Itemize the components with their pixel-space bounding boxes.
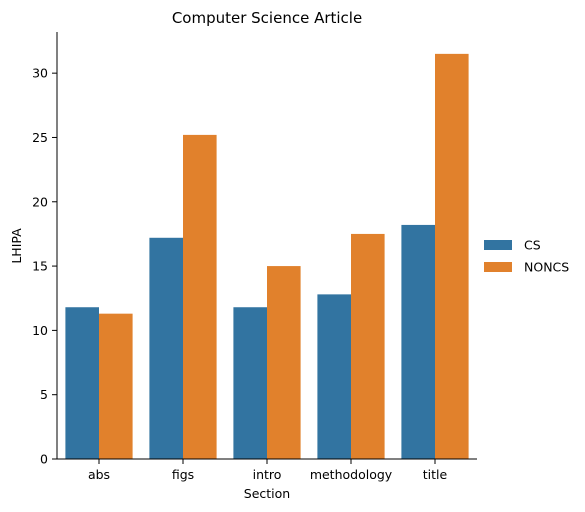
y-ticks-group: 0 5 10 15 20 25 30 bbox=[32, 66, 57, 467]
x-tick-label: title bbox=[423, 467, 448, 482]
y-tick-label: 15 bbox=[32, 259, 48, 274]
bar-cs-abs bbox=[65, 307, 99, 459]
y-tick-label: 20 bbox=[32, 194, 48, 209]
bar-noncs-figs bbox=[183, 134, 217, 459]
legend: CS NONCS bbox=[484, 238, 569, 275]
y-tick-label: 0 bbox=[40, 452, 48, 467]
y-tick-label: 25 bbox=[32, 130, 48, 145]
bar-cs-intro bbox=[233, 307, 267, 459]
chart-title: Computer Science Article bbox=[172, 9, 362, 27]
bar-noncs-methodology bbox=[351, 233, 385, 459]
x-tick-label: figs bbox=[172, 467, 194, 482]
x-axis-label: Section bbox=[244, 486, 290, 501]
x-tick-label: intro bbox=[253, 467, 282, 482]
bar-noncs-intro bbox=[267, 266, 301, 459]
y-tick-label: 10 bbox=[32, 323, 48, 338]
bar-cs-methodology bbox=[317, 294, 351, 459]
legend-swatch-cs bbox=[484, 240, 512, 250]
legend-swatch-noncs bbox=[484, 262, 512, 272]
bar-cs-title bbox=[401, 224, 435, 459]
bar-cs-figs bbox=[149, 237, 183, 459]
x-tick-label: methodology bbox=[310, 467, 393, 482]
y-tick-label: 30 bbox=[32, 66, 48, 81]
legend-label-noncs: NONCS bbox=[524, 260, 569, 275]
legend-label-cs: CS bbox=[524, 238, 541, 253]
y-tick-label: 5 bbox=[40, 387, 48, 402]
bar-noncs-title bbox=[435, 53, 469, 460]
x-tick-label: abs bbox=[88, 467, 110, 482]
x-ticks-group: abs figs intro methodology title bbox=[88, 459, 448, 482]
y-axis-label: LHIPA bbox=[9, 228, 24, 264]
bar-noncs-abs bbox=[99, 313, 133, 459]
bars-group bbox=[65, 53, 469, 460]
